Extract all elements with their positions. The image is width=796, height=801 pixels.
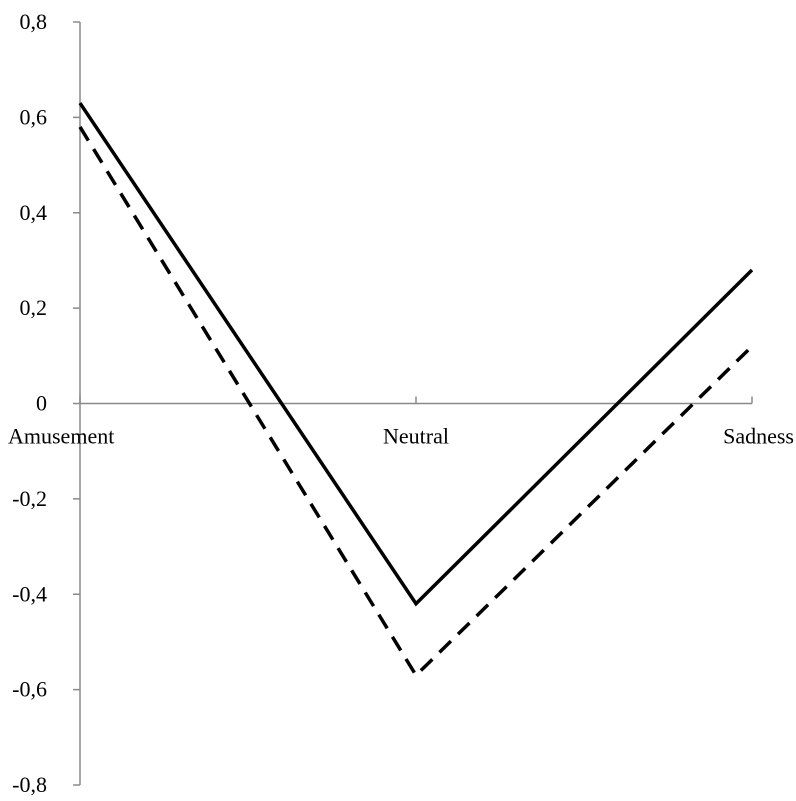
y-tick-label: -0,2 [12,486,47,511]
y-tick-label: -0,4 [12,581,47,606]
y-tick-label: 0,2 [20,295,48,320]
x-category-label: Amusement [8,424,114,449]
y-tick-label: 0 [36,391,47,416]
y-tick-label: 0,4 [20,200,48,225]
y-axis: 0,8 0,6 0,4 0,2 0 -0,2 -0,4 -0,6 -0,8 [12,9,81,797]
x-category-label: Sadness [723,424,794,449]
y-tick-label: 0,8 [20,9,48,34]
series-line-solid [78,102,754,607]
y-tick-label: -0,6 [12,677,47,702]
x-category-label: Neutral [383,424,449,449]
x-axis: Amusement Neutral Sadness [8,396,794,449]
y-tick-label: 0,6 [20,104,48,129]
series-line-dashed [78,125,754,679]
y-tick-label: -0,8 [12,772,47,797]
series-lines [78,102,754,679]
